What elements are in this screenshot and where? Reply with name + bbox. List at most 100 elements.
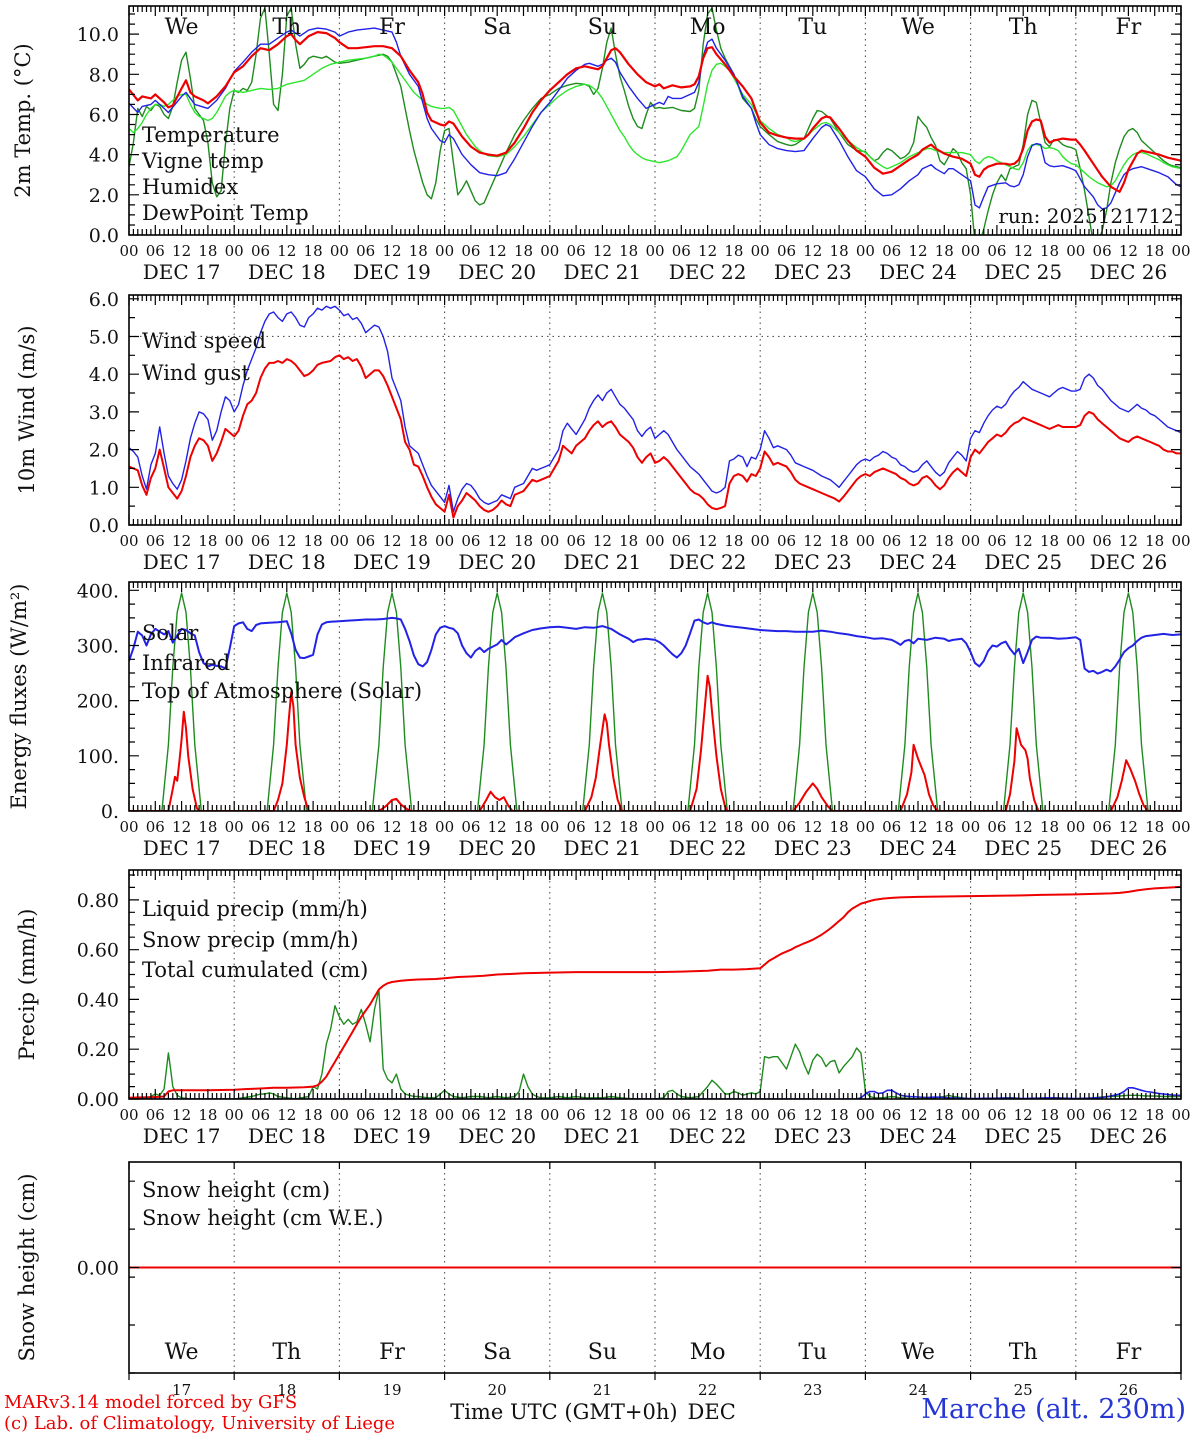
x-hour-label: 12 [803, 1106, 822, 1124]
x-hour-label: 00 [225, 818, 244, 836]
x-hour-label: 18 [409, 818, 428, 836]
x-hour-label: 00 [225, 532, 244, 550]
x-hour-label: 18 [304, 1106, 323, 1124]
y-tick-label: 0.40 [77, 989, 119, 1011]
x-day-label: DEC 18 [248, 836, 326, 860]
y-tick-label: 3.0 [89, 402, 119, 424]
y-tick-label: 0.60 [77, 940, 119, 962]
y-axis-ticks [129, 589, 1181, 812]
x-hour-label: 12 [698, 818, 717, 836]
x-hour-label: 00 [435, 242, 454, 260]
day-name-label: Sa [483, 1340, 511, 1365]
x-hour-label: 06 [1093, 242, 1112, 260]
x-hour-label: 12 [277, 532, 296, 550]
x-hour-label: 00 [1171, 242, 1190, 260]
day-name-label: We [901, 15, 935, 40]
x-hour-label: 06 [882, 818, 901, 836]
x-hour-label: 12 [698, 1106, 717, 1124]
day-name-label: Fr [379, 1340, 405, 1365]
x-day-label: DEC 26 [1090, 1124, 1168, 1148]
x-hour-label: 18 [198, 532, 217, 550]
x-hour-label: 18 [724, 532, 743, 550]
x-hour-label: 18 [619, 532, 638, 550]
x-hour-label: 12 [803, 532, 822, 550]
x-hour-label: 12 [1119, 532, 1138, 550]
panel-precip: 0.00 0.20 0.40 0.60 0.80 Precip (mm/h) Liquid … [15, 869, 1191, 1148]
x-hour-label: 00 [119, 1106, 138, 1124]
day-name-label: We [901, 1340, 935, 1365]
x-hour-label: 00 [856, 242, 875, 260]
x-hour-label: 06 [567, 818, 586, 836]
x-hour-label: 12 [803, 242, 822, 260]
y-axis-ticks [129, 13, 1181, 236]
x-day-label: DEC 23 [774, 550, 852, 574]
x-hour-label: 00 [751, 1106, 770, 1124]
x-hour-label: 00 [540, 242, 559, 260]
x-hour-label: 12 [172, 242, 191, 260]
x-hour-label: 18 [198, 242, 217, 260]
x-hour-label: 18 [304, 532, 323, 550]
x-hour-label: 12 [593, 818, 612, 836]
series-line-wind-speed [129, 354, 1181, 519]
x-hour-label: 18 [514, 242, 533, 260]
x-hour-label: 12 [593, 532, 612, 550]
x-hour-label: 06 [672, 532, 691, 550]
x-hour-label: 06 [987, 818, 1006, 836]
x-hour-label: 06 [356, 532, 375, 550]
x-hour-label: 18 [409, 242, 428, 260]
x-hour-label: 06 [1093, 1106, 1112, 1124]
x-day-label: DEC 19 [353, 260, 431, 284]
y-tick-label: 300. [77, 635, 119, 657]
x-hour-label: 06 [146, 818, 165, 836]
day-name-label: Th [1009, 15, 1038, 40]
y-tick-label: 4.0 [89, 145, 119, 167]
x-hour-label: 06 [146, 242, 165, 260]
legend-top-of-atmosphere-solar: Top of Atmosphere (Solar) [142, 679, 422, 703]
x-hour-label: 12 [1119, 242, 1138, 260]
x-day-label: DEC 17 [143, 260, 221, 284]
x-axis-title: Time UTC (GMT+0h) DEC [293, 1400, 893, 1424]
x-day-label: DEC 23 [774, 1124, 852, 1148]
x-day-label: DEC 24 [879, 1124, 957, 1148]
x-hour-label: 00 [645, 818, 664, 836]
x-day-label: DEC 25 [984, 550, 1062, 574]
x-hour-label: 18 [1145, 242, 1164, 260]
x-day-number: 24 [908, 1381, 927, 1399]
panel-snow-height: 0.00 Snow height (cm) Snow height (cm) Snow… [15, 1161, 1182, 1399]
x-hour-label: 06 [882, 532, 901, 550]
x-hour-label: 12 [488, 532, 507, 550]
x-hour-label: 12 [488, 1106, 507, 1124]
x-hour-label: 00 [225, 1106, 244, 1124]
x-hour-label: 06 [461, 1106, 480, 1124]
y-tick-label: 5.0 [89, 326, 119, 348]
x-axis-ticks [128, 295, 1182, 525]
legend-dewpoint-temp: DewPoint Temp [142, 201, 309, 225]
x-hour-label: 12 [382, 532, 401, 550]
y-tick-label: 100. [77, 746, 119, 768]
x-hour-label: 06 [251, 818, 270, 836]
legend-snow-height-cm-w-e: Snow height (cm W.E.) [142, 1206, 383, 1230]
x-hour-label: 12 [1014, 818, 1033, 836]
x-hour-label: 12 [803, 818, 822, 836]
x-hour-label: 12 [908, 1106, 927, 1124]
x-hour-label: 06 [251, 1106, 270, 1124]
x-day-label: DEC 25 [984, 1124, 1062, 1148]
x-hour-label: 00 [1171, 532, 1190, 550]
y-tick-label: 400. [77, 580, 119, 602]
x-hour-label: 00 [435, 1106, 454, 1124]
y-axis-title-precip: Precip (mm/h) [15, 908, 39, 1060]
x-day-label: DEC 24 [879, 836, 957, 860]
series-line-solar [129, 674, 1181, 811]
x-hour-label: 12 [1119, 1106, 1138, 1124]
run-label: run: 2025121712 [998, 204, 1174, 228]
x-hour-label: 06 [672, 818, 691, 836]
series-line-top-of-atmosphere-solar [129, 592, 1181, 811]
x-hour-label: 18 [409, 1106, 428, 1124]
x-hour-label: 18 [830, 532, 849, 550]
x-day-label: DEC 17 [143, 1124, 221, 1148]
x-day-number: 17 [172, 1381, 191, 1399]
x-hour-label: 18 [935, 818, 954, 836]
x-hour-label: 06 [987, 242, 1006, 260]
